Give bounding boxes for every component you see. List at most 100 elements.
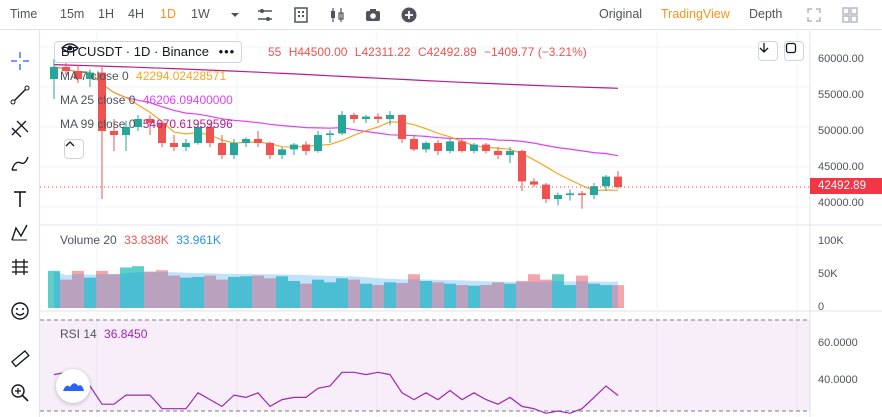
fullscreen-icon[interactable] [805,6,823,24]
ohlc-close: C42492.89 [417,45,477,59]
ma7-legend: MA 7 close 0 42294.02428571 [60,69,230,83]
brush-icon[interactable] [9,152,31,174]
collapse-legend-button[interactable] [64,139,84,159]
volume-bar [444,283,456,308]
candle-body [122,127,130,135]
candle-body [98,72,106,131]
interval-15m[interactable]: 15m [60,7,85,21]
candle-body [326,133,334,135]
ohlc-low: L42311.22 [354,45,411,59]
volume-bar [420,281,432,308]
volume-bar [312,279,324,308]
trend-line-icon[interactable] [9,84,31,106]
volume-bar [408,274,420,308]
volume-bar [456,285,468,308]
ma99-legend: MA 99 close 0 54670.61959596 [60,117,237,131]
candle-type-icon[interactable] [328,6,346,24]
camera-icon[interactable] [364,6,382,24]
candle-body [290,144,298,150]
interval-1w[interactable]: 1W [191,7,210,21]
volume-bar [612,285,624,308]
time-label[interactable]: Time [10,7,38,21]
volume-bar [216,279,228,308]
settings-sliders-icon[interactable] [256,6,274,24]
interval-1d[interactable]: 1D [160,7,176,21]
candle-body [206,127,214,143]
eye-icon[interactable] [61,42,79,54]
volume-bar [48,270,60,308]
symbol-pair: BTCUSDT [61,44,123,59]
interval-dropdown-icon[interactable] [226,6,244,24]
view-depth[interactable]: Depth [749,7,783,21]
interval-1h[interactable]: 1H [98,7,114,21]
measure-tool-icon[interactable] [9,256,31,278]
candle-body [314,135,322,151]
volume-bar [324,282,336,308]
volume-label: Volume 20 [60,233,117,247]
reset-chart-button[interactable] [784,41,804,61]
view-original[interactable]: Original [599,7,643,21]
symbol-info[interactable]: BTCUSDT · 1D · Binance ••• [54,41,243,63]
layout-grid-icon[interactable] [841,6,859,24]
ma7-value: 42294.02428571 [136,69,227,83]
candle-body [386,115,394,119]
volume-bar [552,274,564,308]
volume-bar [564,285,576,308]
volume-bar [480,285,492,308]
crosshair-icon[interactable] [9,50,31,72]
ma25-line [53,66,619,157]
more-options-icon[interactable]: ••• [218,44,236,59]
add-icon[interactable] [400,6,418,24]
interval-4h[interactable]: 4H [128,7,144,21]
ruler-icon[interactable] [9,348,31,370]
volume-bar [180,277,192,308]
rsi-line [53,371,619,414]
tradingview-logo[interactable] [56,369,90,403]
view-tradingview[interactable]: TradingView [661,7,730,21]
indicators-icon[interactable] [292,6,310,24]
candle-body [146,119,154,123]
chart-canvas[interactable] [40,31,882,417]
volume-bar [120,267,132,308]
candle-body [530,181,538,185]
candle-body [62,67,70,71]
volume-bar [228,276,240,308]
ohlc-open-fragment: 55 [268,45,282,59]
volume-bar [360,283,372,308]
volume-axis-label: 100K [818,235,844,247]
scroll-down-button[interactable] [758,41,778,61]
candle-body [278,149,286,155]
text-tool-icon[interactable] [9,188,31,210]
rsi-axis-label: 40.0000 [818,374,858,386]
candle-body [470,144,478,151]
volume-bar [156,270,168,308]
reset-icon [785,42,797,54]
chevron-up-icon [65,141,75,147]
volume-bar [336,278,348,308]
candle-body [50,67,58,79]
last-price-badge: 42492.89 [810,178,882,194]
candle-body [266,143,274,155]
volume-bar [96,270,108,308]
emoji-icon[interactable] [9,300,31,322]
volume-bar [288,281,300,308]
chart-area[interactable]: BTCUSDT · 1D · Binance ••• 55 H44500.00 … [40,31,882,417]
rsi-legend: RSI 14 36.8450 [60,327,151,341]
fib-tool-icon[interactable] [9,118,31,140]
volume-bar [576,275,588,308]
volume-bar [60,279,72,308]
volume-bar [168,275,180,308]
pattern-tool-icon[interactable] [9,222,31,244]
volume-bar [348,279,360,308]
volume-bar [516,281,528,308]
arrow-down-icon [759,43,769,53]
tradingview-logo-icon [63,383,84,391]
candle-body [422,143,430,150]
ohlc-change: −1409.77 (−3.21%) [484,45,587,59]
volume-bar [372,285,384,308]
candle-body [302,144,310,151]
zoom-in-icon[interactable] [9,382,31,404]
price-axis-label: 50000.00 [818,125,864,137]
candle-body [350,115,358,119]
candle-body [434,143,442,151]
